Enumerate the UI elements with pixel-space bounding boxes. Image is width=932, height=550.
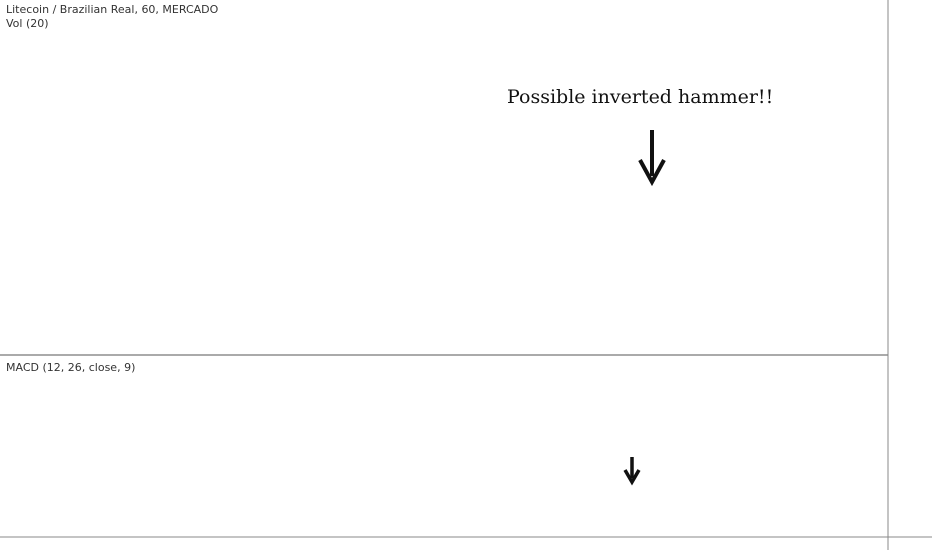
arrow <box>623 457 641 486</box>
annotation: Possible inverted hammer!! <box>507 86 773 108</box>
volume-title: Vol (20) <box>6 17 49 30</box>
macd-title: MACD (12, 26, close, 9) <box>6 361 135 374</box>
arrow <box>638 130 666 187</box>
chart-title: Litecoin / Brazilian Real, 60, MERCADO <box>6 3 219 16</box>
